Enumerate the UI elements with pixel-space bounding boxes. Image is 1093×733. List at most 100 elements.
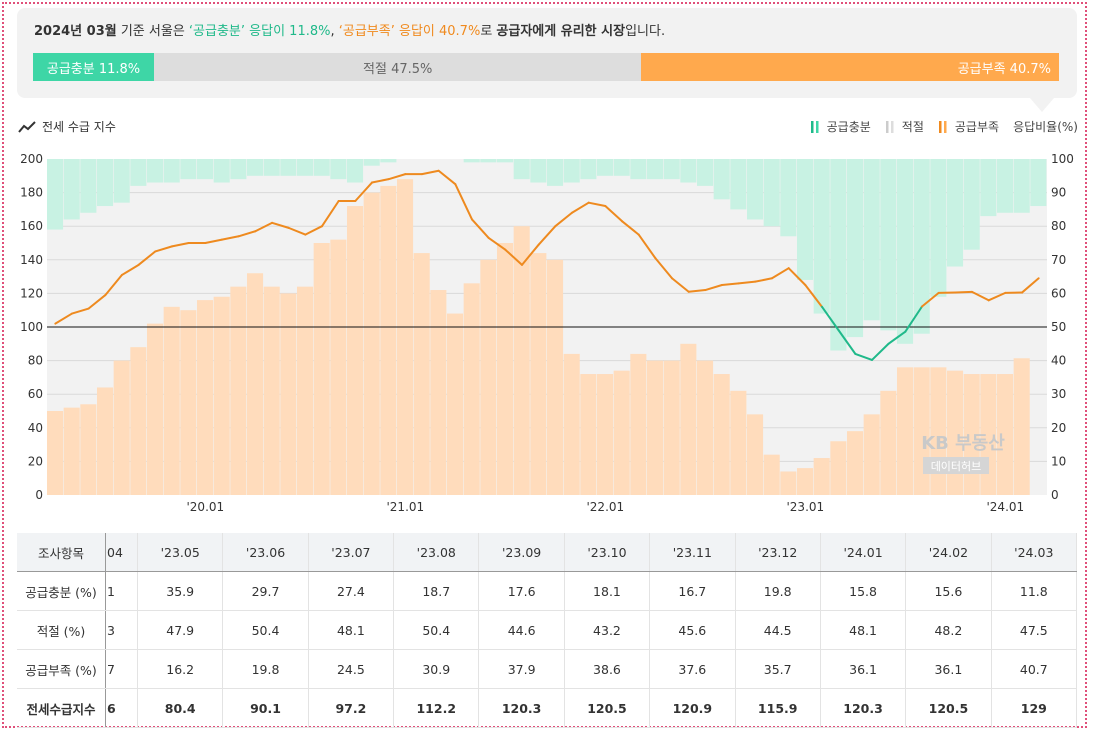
short-bar — [380, 185, 397, 495]
right-axis-tick: 20 — [1051, 421, 1066, 435]
ample-bar — [1030, 159, 1047, 207]
ample-bar — [880, 159, 897, 331]
summary-pointer — [1030, 98, 1054, 112]
right-axis-tick: 90 — [1051, 186, 1066, 200]
index-line-segment — [421, 169, 440, 176]
ample-bar — [697, 159, 714, 186]
short-bar — [197, 300, 214, 495]
short-bar — [613, 370, 630, 495]
table-header-8: '24.01 — [820, 533, 907, 572]
short-bar — [397, 179, 414, 495]
index-line-segment — [571, 201, 590, 214]
index-line-segment — [854, 352, 873, 361]
left-axis-tick: 100 — [20, 320, 43, 334]
index-line-segment — [104, 273, 123, 297]
left-axis-tick: 20 — [28, 454, 43, 468]
table-header-7: '23.12 — [735, 533, 821, 572]
index-line-segment — [771, 267, 790, 280]
index-line-segment — [204, 238, 223, 244]
table-header-cut: 04 — [105, 533, 138, 572]
x-axis-tick: '24.01 — [987, 500, 1025, 514]
ample-bar — [730, 159, 747, 210]
legend-ratio: 공급충분 적절 공급부족 응답비율(%) — [802, 118, 1078, 135]
ample-bar — [913, 159, 930, 334]
legend-normal[interactable]: 적절 — [885, 118, 924, 135]
table-cell: 15.6 — [905, 571, 992, 611]
ample-bar — [663, 159, 680, 180]
index-line-segment — [271, 221, 290, 229]
table-row-label: 공급부족 (%) — [17, 649, 106, 689]
right-axis-tick: 40 — [1051, 354, 1066, 368]
short-bar — [763, 454, 780, 495]
ample-bar — [997, 159, 1014, 213]
ample-bar — [647, 159, 664, 180]
ample-bar — [263, 159, 280, 176]
table-cell: 18.1 — [564, 571, 651, 611]
ample-bar — [497, 159, 514, 163]
short-bar — [80, 404, 97, 495]
table-cell: 37.6 — [649, 649, 736, 689]
legend-ample[interactable]: 공급충분 — [810, 118, 871, 135]
short-bar — [930, 367, 947, 495]
ample-bar — [113, 159, 130, 203]
table-header-4: '23.09 — [478, 533, 565, 572]
summary-sentence: 2024년 03월 기준 서울은 ‘공급충분’ 응답이 11.8%, ‘공급부족… — [34, 20, 665, 39]
legend-index[interactable]: 전세 수급 지수 — [18, 118, 116, 135]
table-cell: 44.6 — [478, 610, 565, 650]
index-line-segment — [387, 173, 407, 181]
left-axis-tick: 40 — [28, 421, 43, 435]
table-cell: 19.8 — [222, 649, 309, 689]
ample-bar — [197, 159, 214, 180]
table-cell: 16.2 — [137, 649, 224, 689]
watermark-brand: KB 부동산 — [921, 433, 1005, 454]
index-line-segment — [487, 236, 507, 251]
short-bar — [530, 253, 547, 495]
table-cell: 35.7 — [735, 649, 821, 689]
short-bar — [163, 306, 180, 495]
right-axis-tick: 100 — [1051, 152, 1074, 166]
table-row-label: 공급충분 (%) — [17, 571, 106, 611]
short-bar — [880, 390, 897, 495]
table-cell: 35.9 — [137, 571, 224, 611]
legend-normal-label: 적절 — [901, 120, 924, 134]
table-header-1: '23.06 — [222, 533, 309, 572]
table-cell: 44.5 — [735, 610, 821, 650]
left-axis-tick: 160 — [20, 219, 43, 233]
ample-bar — [947, 159, 964, 267]
short-bar — [913, 367, 930, 495]
legend-short[interactable]: 공급부족 — [938, 118, 999, 135]
left-axis-tick: 120 — [20, 286, 43, 300]
ample-bar — [930, 159, 947, 297]
ratio-bar-normal: 적절 47.5% — [154, 53, 642, 81]
short-bar — [547, 259, 564, 495]
short-bar — [597, 374, 614, 495]
watermark-box — [923, 457, 989, 474]
short-bar — [113, 360, 130, 495]
index-line-segment — [521, 243, 540, 266]
x-axis-tick: '21.01 — [387, 500, 425, 514]
table-cell: 120.3 — [478, 688, 565, 728]
index-line-segment — [954, 290, 973, 294]
index-line-segment — [554, 211, 573, 228]
index-line-segment — [587, 201, 607, 208]
summary-panel: 2024년 03월 기준 서울은 ‘공급충분’ 응답이 11.8%, ‘공급부족… — [17, 8, 1077, 98]
summary-text-2: , — [330, 24, 339, 39]
ample-bar — [580, 159, 597, 180]
table-cell: 43.2 — [564, 610, 651, 650]
table-row-label: 적절 (%) — [17, 610, 106, 650]
table-cell: 37.9 — [478, 649, 565, 689]
index-line-segment — [1021, 277, 1040, 294]
short-bar — [297, 286, 314, 495]
short-bar — [847, 431, 864, 495]
ample-bar — [363, 159, 380, 166]
table-cell: 120.3 — [820, 688, 907, 728]
table-cell: 7 — [105, 649, 138, 689]
ratio-bar: 공급충분 11.8% 적절 47.5% 공급부족 40.7% — [33, 53, 1059, 81]
index-line-segment — [987, 291, 1007, 302]
ample-bar — [613, 159, 630, 176]
short-bar — [680, 343, 697, 495]
ample-bar — [180, 159, 197, 180]
short-bar — [213, 296, 230, 495]
table-cell: 24.5 — [308, 649, 395, 689]
table-header-2: '23.07 — [308, 533, 395, 572]
